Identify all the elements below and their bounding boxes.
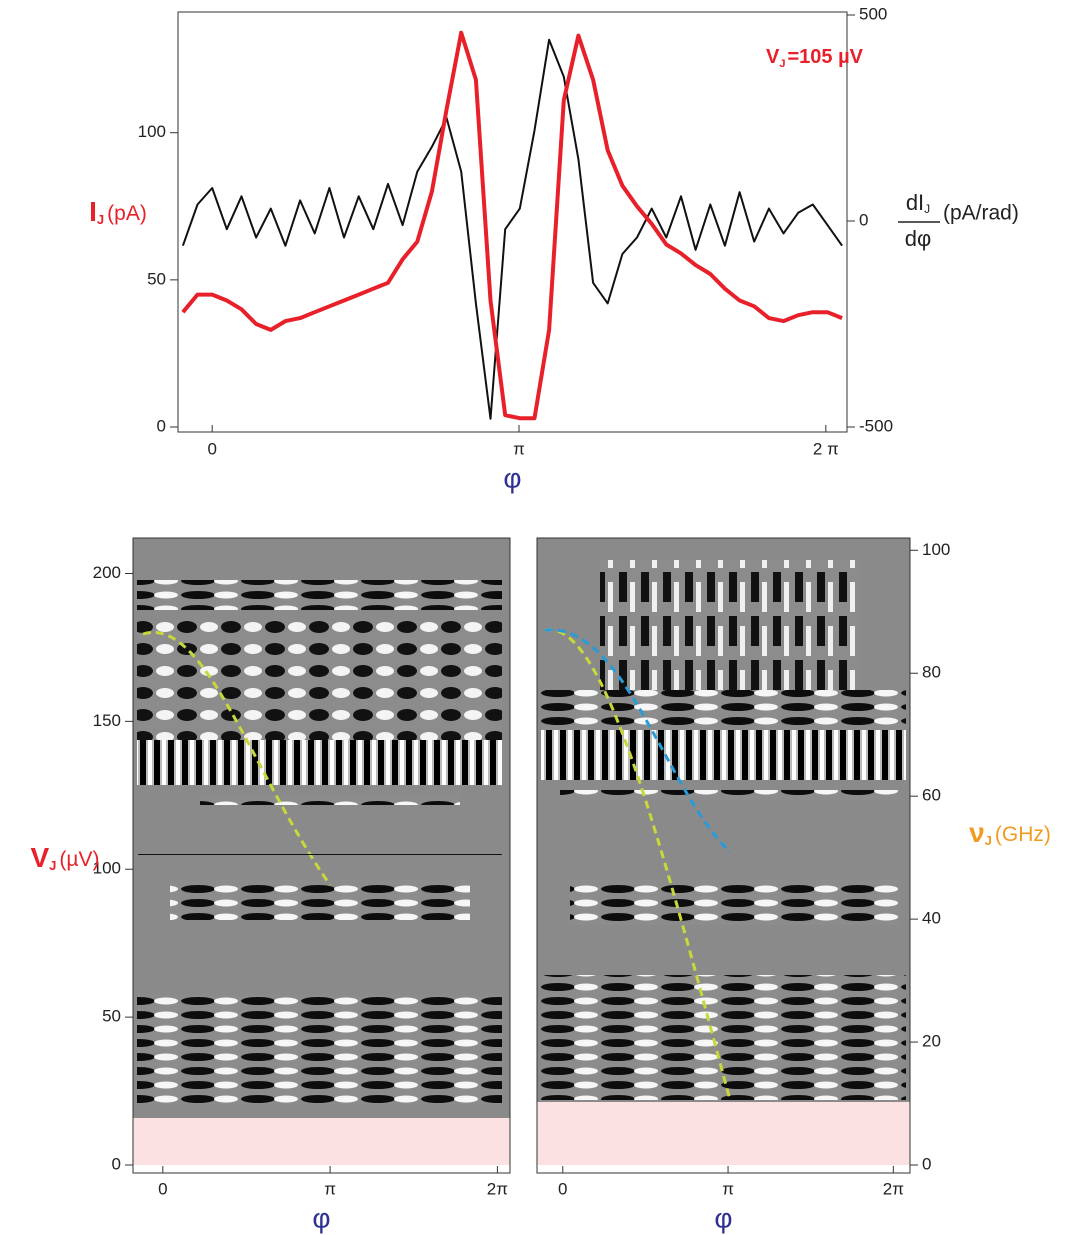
y2-axis-label-sub: J	[985, 833, 992, 848]
series-line	[181, 38, 843, 420]
y2-axis-label-main: ν	[969, 817, 985, 848]
x-tick-label: 0	[158, 1179, 167, 1198]
y2-axis-label-unit: (GHz)	[995, 823, 1051, 846]
y2-tick-label: 20	[922, 1032, 941, 1051]
y2-tick-label: 60	[922, 786, 941, 805]
y-axis-label-main: I	[89, 196, 97, 227]
heatmap-right-texture	[537, 538, 910, 1165]
y-tick-label: 200	[93, 563, 121, 582]
x-axis-label: φ	[503, 462, 521, 493]
y2-tick-label: -500	[859, 416, 893, 435]
annotation: VJ =105 µV	[766, 46, 864, 70]
y2-sub: J	[924, 202, 930, 216]
x-tick-label: π	[324, 1179, 336, 1198]
x-tick-label: 2 π	[813, 439, 839, 458]
y-axis-label-sub: J	[49, 858, 56, 873]
plot-frame	[177, 11, 848, 433]
x-tick-label: 0	[207, 439, 216, 458]
annotation-main: V	[766, 46, 780, 68]
y-axis-label-unit: (pA)	[107, 202, 147, 225]
y2-tick-label: 0	[922, 1154, 931, 1173]
x-tick-label: π	[722, 1179, 734, 1198]
theory-curves	[142, 628, 732, 1101]
series-line	[181, 30, 843, 421]
y2-tick-label: 100	[922, 540, 950, 559]
y-axis-label: IJ (pA)	[89, 196, 147, 227]
y-tick-label: 0	[157, 416, 166, 435]
y2-axis-label-den: dφ	[905, 226, 932, 251]
y-axis-label-unit: (µV)	[59, 848, 99, 871]
heatmap-left-texture	[133, 538, 510, 1165]
annotation-rest: =105 µV	[787, 46, 863, 68]
y2-axis-label-unit: (pA/rad)	[943, 202, 1019, 225]
x-tick-label: 2π	[883, 1179, 904, 1198]
y2-tick-label: 80	[922, 663, 941, 682]
y2-num: dI	[906, 190, 924, 215]
y-tick-label: 100	[93, 859, 121, 878]
x-tick-label: 0	[558, 1179, 567, 1198]
y2-axis-label-num: dIJ	[906, 190, 930, 216]
x-axis-label: φ	[714, 1202, 732, 1233]
annotation-sub: J	[779, 58, 785, 70]
y-tick-label: 50	[147, 269, 166, 288]
y2-tick-label: 0	[859, 210, 868, 229]
y-axis-label: VJ (µV)	[30, 842, 99, 873]
y-axis-label-main: V	[30, 842, 49, 873]
y2-tick-label: 40	[922, 909, 941, 928]
y2-tick-label: 500	[859, 4, 887, 23]
y-axis-label-sub: J	[97, 212, 104, 227]
x-axis-label: φ	[312, 1202, 330, 1233]
y2-axis-label: νJ (GHz)	[969, 817, 1051, 848]
y-tick-label: 50	[102, 1007, 121, 1026]
x-tick-label: π	[513, 439, 525, 458]
plot-frame	[132, 537, 511, 1174]
x-tick-label: 2π	[487, 1179, 508, 1198]
y-tick-label: 150	[93, 711, 121, 730]
plot-frame	[536, 537, 911, 1174]
y-tick-label: 0	[112, 1154, 121, 1173]
y-tick-label: 100	[138, 122, 166, 141]
